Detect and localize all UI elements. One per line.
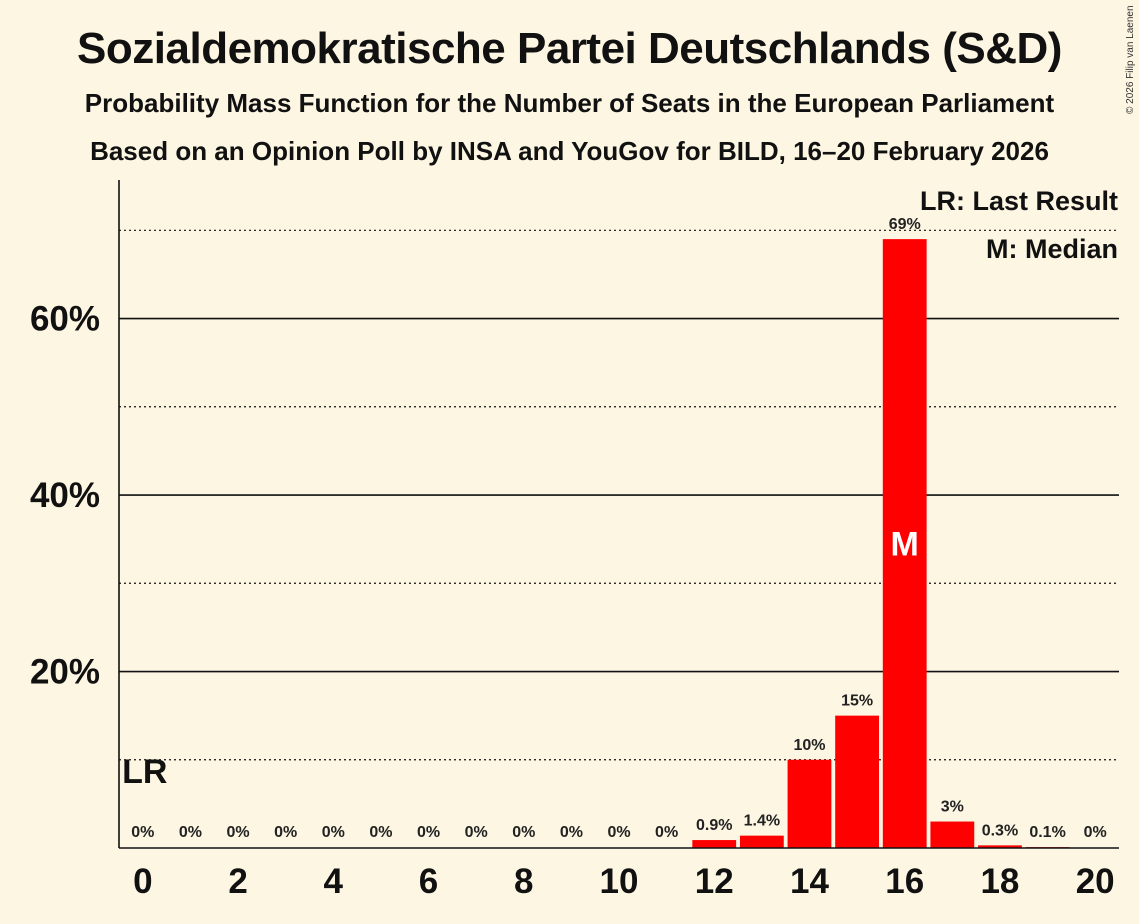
bar-seat-13 (739, 835, 784, 848)
bar-value-label: 10% (793, 737, 825, 754)
y-tick-label: 20% (30, 653, 100, 692)
bar-value-label: 0.9% (696, 817, 732, 834)
x-tick-label: 0 (133, 862, 152, 901)
legend-median: M: Median (986, 234, 1118, 264)
bar-value-label: 0% (465, 824, 488, 841)
bar-value-labels: 0% 0% 0% 0% 0% 0% 0% 0% 0% 0% 0% 0% 0.9% 1.4% 10% 15% 69… (122, 216, 1107, 841)
bar-value-label: 0% (607, 824, 630, 841)
legend: LR: Last Result M: Median (920, 186, 1118, 264)
bar-value-label: 0% (322, 824, 345, 841)
x-tick-label: 14 (790, 862, 829, 901)
axes (118, 180, 1119, 849)
x-tick-label: 6 (419, 862, 438, 901)
tick-labels: 20% 40% 60% 0 2 4 6 8 10 12 14 16 18 20 (30, 300, 1115, 901)
bar-value-label: 3% (941, 799, 964, 816)
y-tick-label: 60% (30, 300, 100, 339)
bar-value-label: 0.3% (982, 822, 1018, 839)
chart-title: Sozialdemokratische Partei Deutschlands … (77, 24, 1062, 73)
x-tick-label: 2 (228, 862, 247, 901)
legend-last-result: LR: Last Result (920, 186, 1118, 216)
bar-seat-15 (835, 715, 879, 848)
chart-source-line: Based on an Opinion Poll by INSA and You… (90, 136, 1049, 166)
bar-seat-17 (930, 821, 975, 848)
bar-seat-14 (787, 759, 832, 848)
bar-value-label: 0% (560, 824, 583, 841)
bar-value-label: 0% (417, 824, 440, 841)
x-tick-label: 12 (695, 862, 734, 901)
y-tick-label: 40% (30, 476, 100, 515)
last-result-marker: LR (122, 753, 167, 791)
bar-seat-16 (882, 239, 927, 848)
bar-value-label: 0% (369, 824, 392, 841)
bar-value-label: 0% (131, 824, 154, 841)
bar-value-label: 1.4% (744, 813, 780, 830)
x-tick-label: 4 (324, 862, 344, 901)
x-tick-label: 20 (1076, 862, 1115, 901)
x-tick-label: 10 (600, 862, 639, 901)
bar-value-label: 0% (226, 824, 249, 841)
bar-value-label: 15% (841, 693, 873, 710)
chart-subtitle: Probability Mass Function for the Number… (84, 88, 1055, 118)
median-marker: M (891, 526, 919, 564)
bar-value-label: 0.1% (1029, 824, 1065, 841)
bar-value-label: 0% (179, 824, 202, 841)
x-tick-label: 8 (514, 862, 533, 901)
bar-seat-12 (692, 840, 737, 848)
bar-value-label: 0% (1084, 824, 1107, 841)
x-tick-label: 16 (885, 862, 924, 901)
x-tick-label: 18 (980, 862, 1019, 901)
bar-value-label: 0% (655, 824, 678, 841)
bar-seat-18 (978, 845, 1022, 848)
gridlines (119, 229, 1119, 761)
bar-value-label: 69% (889, 216, 921, 233)
bars (692, 239, 1070, 848)
bar-value-label: 0% (512, 824, 535, 841)
bar-value-label: 0% (274, 824, 297, 841)
